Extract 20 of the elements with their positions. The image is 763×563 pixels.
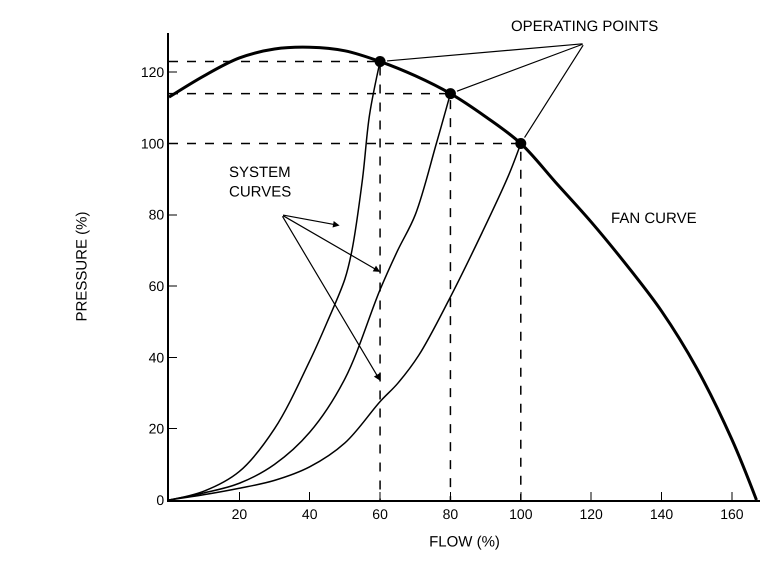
annotation: SYSTEM CURVES bbox=[229, 164, 292, 200]
y-tick-label: 0 bbox=[156, 492, 164, 508]
x-tick-label: 40 bbox=[302, 506, 318, 522]
x-tick-label: 140 bbox=[650, 506, 674, 522]
y-tick-label: 60 bbox=[148, 278, 164, 294]
x-tick-label: 60 bbox=[372, 506, 388, 522]
x-tick-label: 120 bbox=[579, 506, 604, 522]
x-tick-label: 160 bbox=[720, 506, 744, 522]
y-tick-label: 100 bbox=[140, 135, 164, 152]
x-tick-label: 20 bbox=[232, 506, 248, 522]
y-tick-label: 40 bbox=[148, 349, 164, 366]
x-tick-label: 100 bbox=[509, 506, 533, 522]
annotation: OPERATING POINTS bbox=[511, 18, 658, 35]
y-tick-label: 20 bbox=[148, 420, 164, 437]
series-label: FAN CURVE bbox=[611, 210, 697, 227]
x-axis-title: FLOW (%) bbox=[429, 533, 500, 550]
x-tick-label: 80 bbox=[442, 506, 458, 522]
y-axis-title: PRESSURE (%) bbox=[74, 211, 91, 322]
y-tick-label: 120 bbox=[140, 64, 164, 80]
y-tick-label: 80 bbox=[148, 206, 164, 223]
